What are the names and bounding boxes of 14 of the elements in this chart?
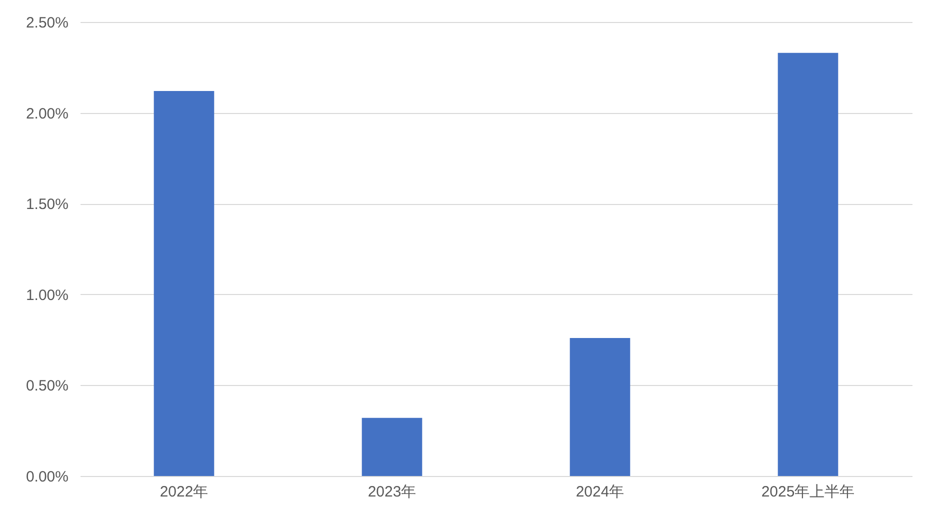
x-tick-label: 2024年 [576,484,624,500]
y-tick-label: 2.50% [26,14,68,32]
bar [570,338,630,476]
y-tick-label: 0.50% [26,378,68,395]
y-tick-label: 1.00% [26,286,68,304]
x-tick-label: 2025年上半年 [761,484,855,500]
y-tick-label: 0.00% [26,468,68,486]
bar [362,418,422,476]
y-tick-label: 2.00% [26,105,68,122]
y-tick-label: 1.50% [26,196,68,214]
bar [154,91,214,476]
x-tick-label: 2023年 [368,484,416,500]
bar [778,52,838,476]
x-tick-label: 2022年 [160,484,208,500]
